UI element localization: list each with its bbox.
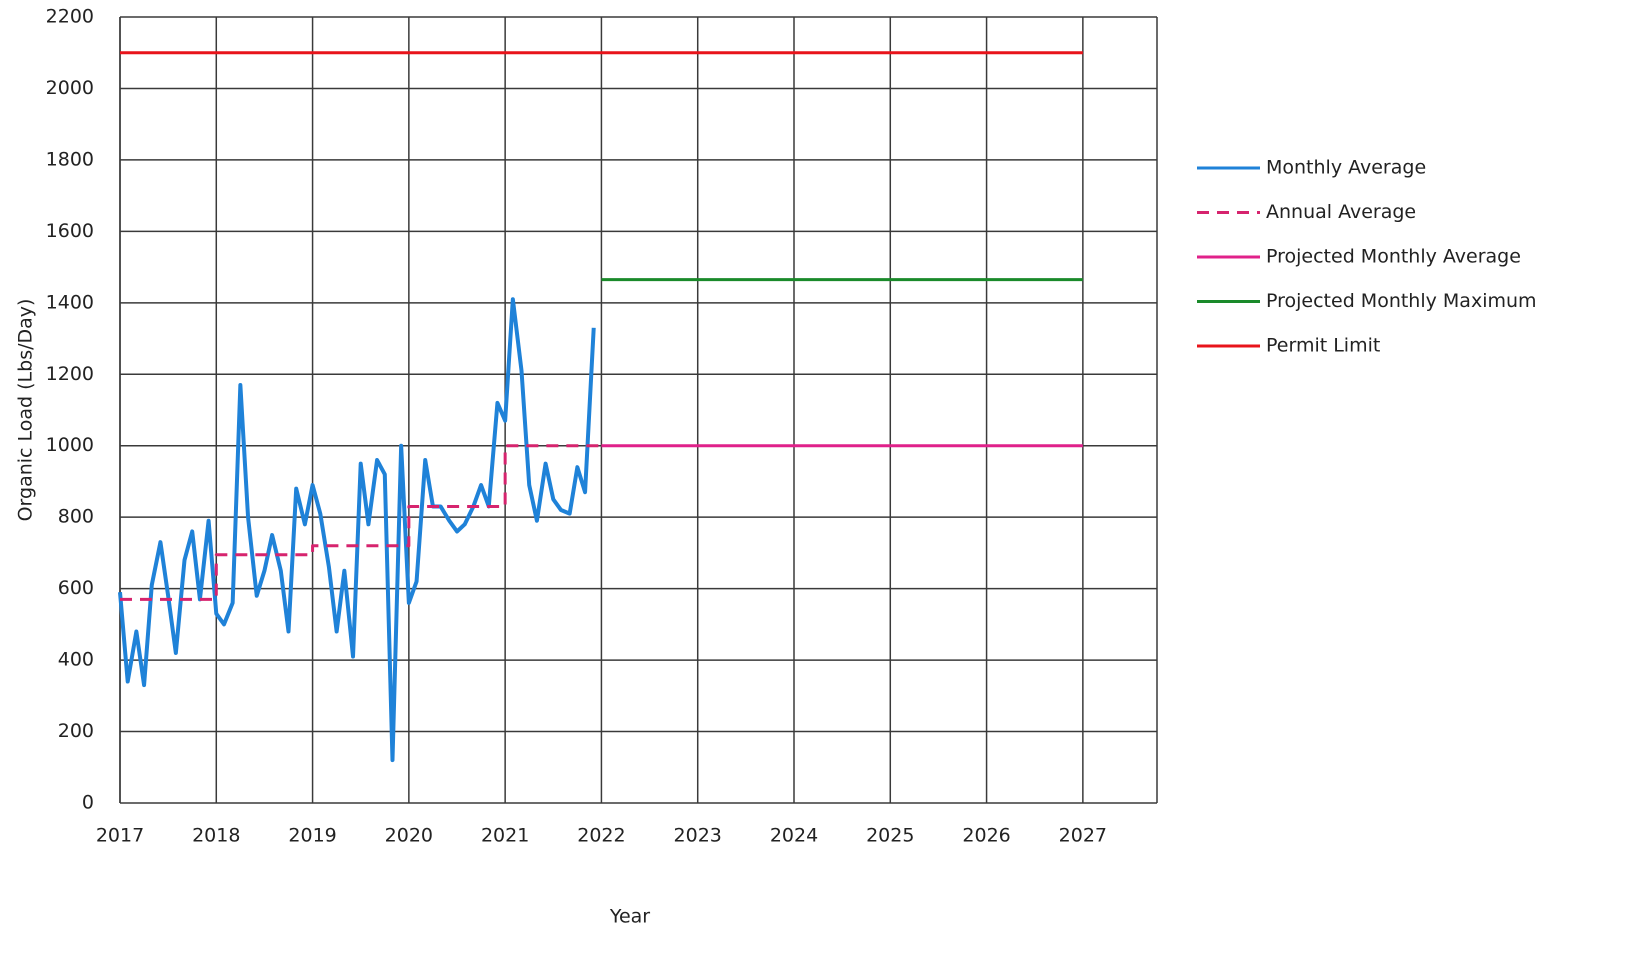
legend-label: Annual Average [1266, 201, 1416, 223]
x-tick-label: 2022 [577, 825, 625, 847]
x-tick-label: 2024 [770, 825, 818, 847]
y-tick-label: 200 [58, 720, 94, 742]
legend-label: Permit Limit [1266, 335, 1380, 357]
x-tick-label: 2026 [962, 825, 1010, 847]
y-tick-label: 1200 [46, 363, 94, 385]
y-tick-label: 1000 [46, 434, 94, 456]
y-tick-label: 1800 [46, 148, 94, 170]
x-tick-label: 2021 [481, 825, 529, 847]
x-tick-label: 2019 [288, 825, 336, 847]
legend-label: Monthly Average [1266, 157, 1426, 179]
x-axis-label: Year [609, 906, 650, 928]
series-line [118, 297, 596, 763]
y-tick-label: 1400 [46, 291, 94, 313]
y-tick-label: 0 [82, 792, 94, 814]
y-tick-label: 2200 [46, 6, 94, 28]
x-tick-label: 2020 [385, 825, 433, 847]
y-tick-label: 800 [58, 506, 94, 528]
x-tick-label: 2023 [674, 825, 722, 847]
x-tick-label: 2025 [866, 825, 914, 847]
series-line [120, 444, 602, 601]
y-tick-label: 600 [58, 577, 94, 599]
y-tick-label: 1600 [46, 220, 94, 242]
y-tick-label: 400 [58, 649, 94, 671]
x-tick-label: 2017 [96, 825, 144, 847]
y-tick-label: 2000 [46, 77, 94, 99]
legend-label: Projected Monthly Average [1266, 246, 1521, 268]
y-axis-label: Organic Load (Lbs/Day) [15, 299, 37, 522]
legend-label: Projected Monthly Maximum [1266, 290, 1537, 312]
x-tick-label: 2027 [1059, 825, 1107, 847]
x-tick-label: 2018 [192, 825, 240, 847]
